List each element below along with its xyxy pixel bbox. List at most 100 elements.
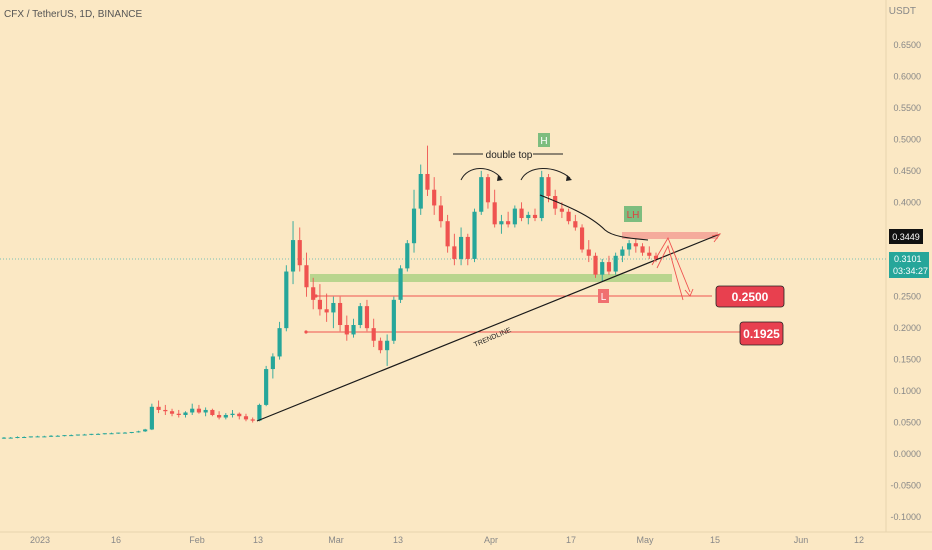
candle-body	[243, 416, 249, 420]
candle-body	[290, 240, 296, 272]
candle-body	[344, 325, 349, 335]
candle-body	[15, 437, 20, 439]
price-tick-label: 0.2500	[893, 292, 921, 302]
lower-high-curve	[539, 194, 649, 241]
candle-body	[324, 309, 329, 313]
candle-body	[546, 177, 551, 197]
candle-body	[102, 433, 107, 435]
candle-body	[378, 340, 383, 351]
target-box-2	[739, 321, 784, 346]
candle-body	[96, 433, 101, 435]
candle-body	[506, 221, 511, 225]
candle-body	[391, 299, 396, 341]
resistance-zone	[622, 232, 718, 239]
price-axis: 0.65000.60000.55000.50000.45000.40000.35…	[890, 40, 921, 522]
candle-body	[398, 268, 403, 300]
candle-body	[351, 325, 356, 335]
price-tick-label: 0.5000	[893, 134, 921, 144]
time-tick-label: 16	[111, 535, 121, 545]
candle-body	[620, 249, 625, 256]
trendline	[256, 233, 721, 422]
candle-body	[647, 252, 652, 256]
low-badge	[598, 289, 609, 303]
high-badge	[538, 133, 550, 147]
candle-body	[371, 328, 376, 341]
candle-body	[358, 306, 363, 326]
candle-body	[223, 414, 228, 418]
candle-body	[539, 177, 544, 219]
candle-body	[190, 408, 195, 413]
candle-body	[210, 409, 215, 415]
lower-high-badge	[624, 206, 642, 222]
price-tick-label: 0.1000	[893, 386, 921, 396]
time-tick-label: 13	[393, 535, 403, 545]
price-tick-label: 0.2000	[893, 323, 921, 333]
low-badge-label: L	[601, 292, 607, 303]
candle-body	[364, 306, 370, 329]
candle-body	[492, 202, 497, 225]
price-tick-label: -0.1000	[890, 512, 921, 522]
candle-body	[559, 208, 564, 212]
double-top-arc-right	[520, 168, 571, 181]
candle-body	[250, 419, 255, 421]
high-badge-label: H	[540, 136, 547, 147]
candle-body	[169, 411, 175, 414]
symbol-title: CFX / TetherUS, 1D, BINANCE	[4, 9, 143, 20]
target-box-2-label: 0.1925	[743, 327, 780, 341]
candle-body	[277, 328, 282, 357]
candle-body	[586, 249, 591, 256]
candle-body	[28, 436, 33, 438]
target-box-1-label: 0.2500	[732, 290, 769, 304]
lower-high-badge-label: LH	[627, 210, 640, 221]
time-tick-label: May	[636, 535, 654, 545]
candle-body	[257, 404, 262, 421]
candle-body	[143, 429, 148, 432]
arc-arrowhead-right	[566, 175, 572, 181]
candle-body	[526, 214, 531, 219]
projection-arrowhead-2	[711, 233, 722, 243]
candle-body	[264, 369, 269, 405]
support-zone	[310, 274, 672, 282]
candle-body	[411, 208, 417, 244]
candle-body	[465, 236, 470, 259]
candle-body	[270, 356, 275, 370]
candle-body	[432, 189, 437, 206]
candle-body	[532, 214, 538, 219]
candle-body	[196, 408, 202, 413]
candle-body	[385, 340, 390, 351]
time-tick-label: 15	[710, 535, 720, 545]
axis-unit-label: USDT	[889, 6, 916, 17]
current-price-tag	[889, 252, 929, 278]
candle-body	[203, 409, 208, 413]
candle-body	[337, 302, 343, 326]
candle-body	[627, 243, 632, 250]
candle-body	[317, 299, 323, 310]
candle-body	[472, 211, 477, 259]
time-tick-label: Jun	[794, 535, 809, 545]
candle-body	[304, 265, 309, 288]
candle-body	[573, 221, 578, 228]
candle-body	[452, 246, 457, 259]
candle-body	[183, 412, 188, 415]
price-tick-label: 0.6500	[893, 40, 921, 50]
candle-body	[485, 177, 491, 203]
candle-body	[566, 211, 571, 222]
current-price-tag-label: 0.3101	[894, 254, 922, 264]
double-top-label: double top	[486, 150, 533, 161]
resistance-price-tag	[889, 229, 923, 244]
time-tick-label: 12	[854, 535, 864, 545]
candle-body	[425, 173, 430, 190]
double-top-arc-left	[460, 168, 502, 181]
candle-body	[122, 432, 128, 434]
candle-body	[418, 173, 423, 209]
candle-body	[82, 434, 87, 436]
projection-path-2	[656, 244, 684, 301]
candle-body	[458, 236, 464, 259]
candle-body	[519, 208, 524, 219]
candle-body	[405, 243, 410, 269]
candle-body	[163, 409, 168, 412]
candle-body	[116, 432, 121, 434]
price-tick-label: 0.0000	[893, 449, 921, 459]
projection-path-1	[651, 236, 691, 293]
